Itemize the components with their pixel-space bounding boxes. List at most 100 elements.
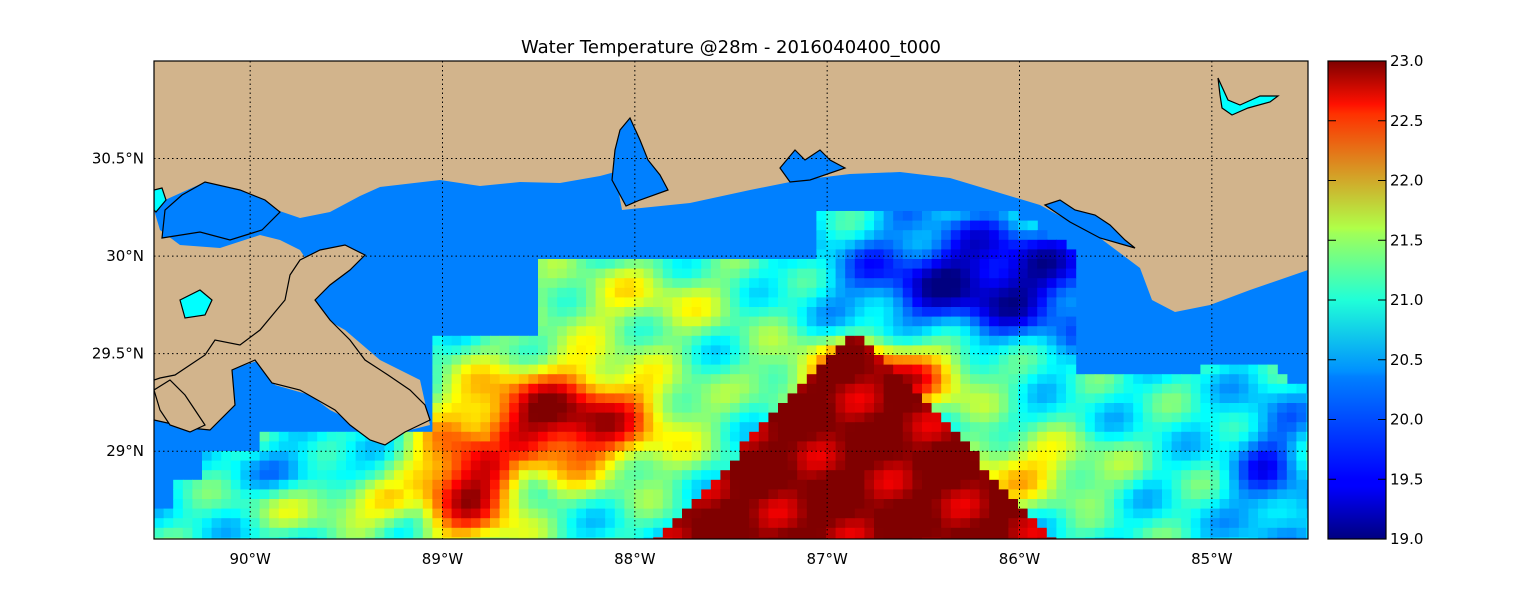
field-cell	[547, 364, 558, 375]
field-cell	[950, 508, 961, 519]
field-cell	[634, 460, 645, 471]
field-cell	[778, 460, 789, 471]
field-cell	[893, 278, 904, 289]
field-cell	[720, 374, 731, 385]
field-cell	[768, 489, 779, 500]
field-cell	[614, 479, 625, 490]
field-cell	[883, 479, 894, 490]
field-cell	[432, 499, 443, 510]
field-cell	[1296, 412, 1307, 423]
field-cell	[758, 412, 769, 423]
field-cell	[845, 508, 856, 519]
field-cell	[682, 508, 693, 519]
field-cell	[979, 335, 990, 346]
field-cell	[240, 537, 251, 539]
field-cell	[605, 393, 616, 404]
field-cell	[883, 374, 894, 385]
field-cell	[317, 527, 328, 538]
field-cell	[854, 518, 865, 529]
field-cell	[893, 374, 904, 385]
field-cell	[1008, 518, 1019, 529]
field-cell	[979, 220, 990, 231]
field-cell	[595, 527, 606, 538]
field-cell	[682, 431, 693, 442]
field-cell	[739, 364, 750, 375]
field-cell	[682, 527, 693, 538]
field-cell	[749, 518, 760, 529]
field-cell	[528, 499, 539, 510]
field-cell	[758, 316, 769, 327]
field-cell	[970, 383, 981, 394]
field-cell	[336, 499, 347, 510]
field-cell	[970, 220, 981, 231]
field-cell	[307, 508, 318, 519]
field-cell	[797, 441, 808, 452]
field-cell	[710, 403, 721, 414]
field-cell	[576, 268, 587, 279]
field-cell	[1210, 412, 1221, 423]
field-cell	[643, 518, 654, 529]
field-cell	[1066, 393, 1077, 404]
field-cell	[499, 537, 510, 539]
field-cell	[1181, 537, 1192, 539]
field-cell	[163, 518, 174, 529]
field-cell	[326, 451, 337, 462]
field-cell	[1008, 383, 1019, 394]
field-cell	[384, 489, 395, 500]
field-cell	[470, 460, 481, 471]
field-cell	[1018, 489, 1029, 500]
field-cell	[518, 374, 529, 385]
field-cell	[230, 451, 241, 462]
field-cell	[547, 393, 558, 404]
field-cell	[394, 479, 405, 490]
field-cell	[1037, 412, 1048, 423]
field-cell	[874, 249, 885, 260]
field-cell	[1027, 508, 1038, 519]
field-cell	[1104, 527, 1115, 538]
field-cell	[758, 287, 769, 298]
field-cell	[288, 479, 299, 490]
field-cell	[672, 508, 683, 519]
field-cell	[672, 316, 683, 327]
field-cell	[605, 268, 616, 279]
field-cell	[346, 508, 357, 519]
field-cell	[1008, 393, 1019, 404]
field-cell	[816, 335, 827, 346]
field-cell	[1056, 287, 1067, 298]
field-cell	[1229, 441, 1240, 452]
field-cell	[643, 403, 654, 414]
field-cell	[720, 287, 731, 298]
field-cell	[691, 460, 702, 471]
field-cell	[442, 393, 453, 404]
field-cell	[787, 364, 798, 375]
field-cell	[701, 499, 712, 510]
field-cell	[701, 412, 712, 423]
field-cell	[605, 470, 616, 481]
field-cell	[557, 460, 568, 471]
field-cell	[797, 431, 808, 442]
field-cell	[1037, 508, 1048, 519]
field-cell	[662, 537, 673, 539]
field-cell	[547, 489, 558, 500]
field-cell	[998, 431, 1009, 442]
field-cell	[298, 451, 309, 462]
field-cell	[278, 527, 289, 538]
field-cell	[614, 268, 625, 279]
field-cell	[826, 355, 837, 366]
field-cell	[538, 508, 549, 519]
field-cell	[893, 364, 904, 375]
field-cell	[998, 297, 1009, 308]
field-cell	[1027, 268, 1038, 279]
field-cell	[874, 393, 885, 404]
field-cell	[1248, 431, 1259, 442]
field-cell	[672, 345, 683, 356]
field-cell	[710, 355, 721, 366]
field-cell	[874, 441, 885, 452]
field-cell	[1277, 383, 1288, 394]
field-cell	[528, 345, 539, 356]
field-cell	[998, 412, 1009, 423]
field-cell	[614, 451, 625, 462]
field-cell	[1210, 489, 1221, 500]
field-cell	[1056, 278, 1067, 289]
field-cell	[682, 316, 693, 327]
